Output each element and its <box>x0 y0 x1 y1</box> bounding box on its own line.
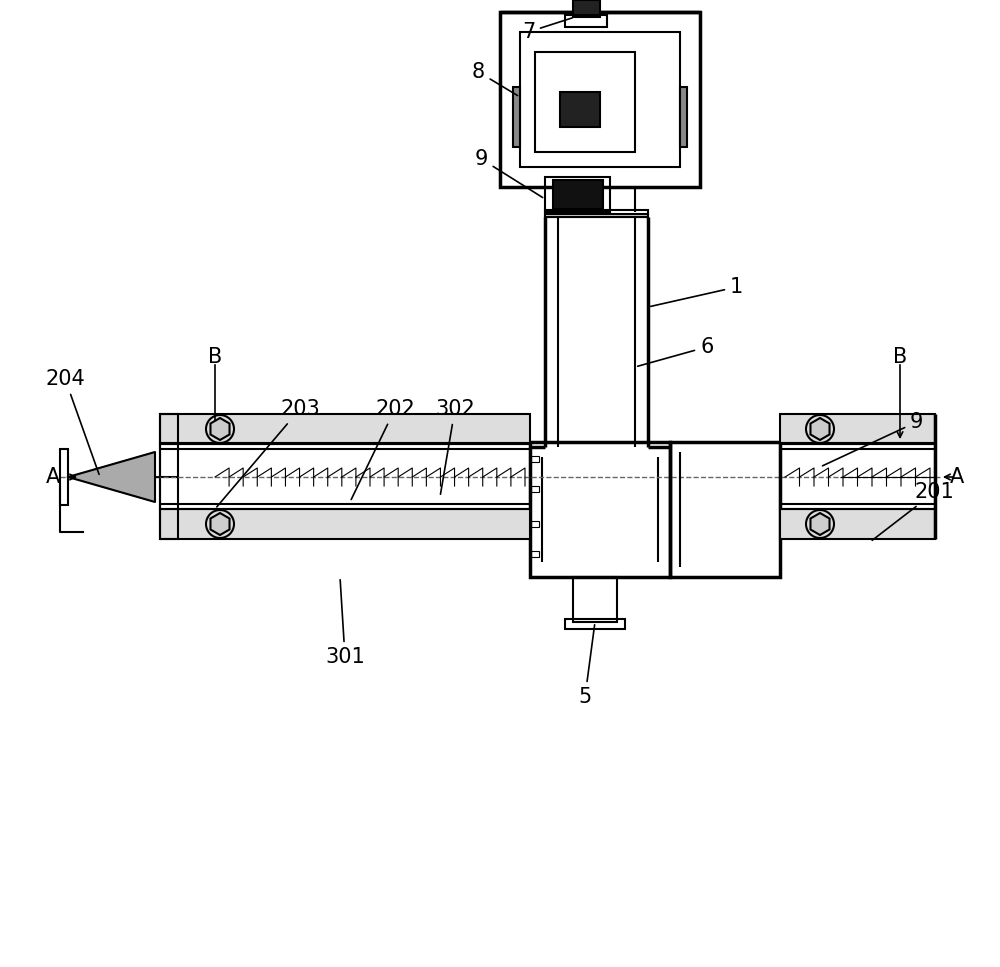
Bar <box>560 92 600 127</box>
Text: 301: 301 <box>325 580 365 667</box>
Bar <box>160 414 530 444</box>
Bar <box>100 472 108 482</box>
Text: 204: 204 <box>45 369 99 475</box>
Bar <box>120 472 128 482</box>
Text: 202: 202 <box>351 399 415 500</box>
Bar <box>160 509 530 539</box>
Bar <box>160 444 530 509</box>
Bar <box>545 214 648 217</box>
Text: A: A <box>950 467 964 487</box>
Bar <box>545 177 610 212</box>
Bar <box>530 442 670 577</box>
Bar <box>680 87 687 147</box>
Bar <box>130 472 138 482</box>
Text: B: B <box>208 347 222 367</box>
Text: 9: 9 <box>823 412 923 466</box>
Bar <box>160 414 178 539</box>
Bar <box>140 472 148 482</box>
Text: 5: 5 <box>578 625 595 707</box>
Bar <box>780 444 935 509</box>
Bar <box>545 210 648 217</box>
Polygon shape <box>68 452 155 502</box>
Text: 203: 203 <box>217 399 320 507</box>
Bar <box>535 52 635 152</box>
Bar <box>670 442 780 577</box>
Bar <box>780 414 935 444</box>
Bar <box>520 32 680 167</box>
Text: B: B <box>893 347 907 367</box>
Bar <box>553 180 603 209</box>
Text: 7: 7 <box>522 17 572 42</box>
Bar <box>780 509 935 539</box>
Text: A: A <box>46 467 60 487</box>
Text: 201: 201 <box>872 482 955 541</box>
Bar <box>110 472 118 482</box>
Text: 6: 6 <box>638 337 713 366</box>
Text: 1: 1 <box>651 277 743 307</box>
Bar <box>60 449 68 505</box>
Bar <box>565 619 625 629</box>
Bar <box>531 456 539 462</box>
Bar <box>573 0 600 17</box>
Text: 9: 9 <box>475 149 543 197</box>
Bar <box>513 87 520 147</box>
Bar <box>531 486 539 492</box>
Bar <box>500 12 700 187</box>
Bar <box>565 15 607 27</box>
Bar <box>531 551 539 557</box>
Bar <box>531 521 539 527</box>
Text: 8: 8 <box>472 62 518 96</box>
Bar <box>573 577 617 622</box>
Text: 302: 302 <box>435 399 475 494</box>
